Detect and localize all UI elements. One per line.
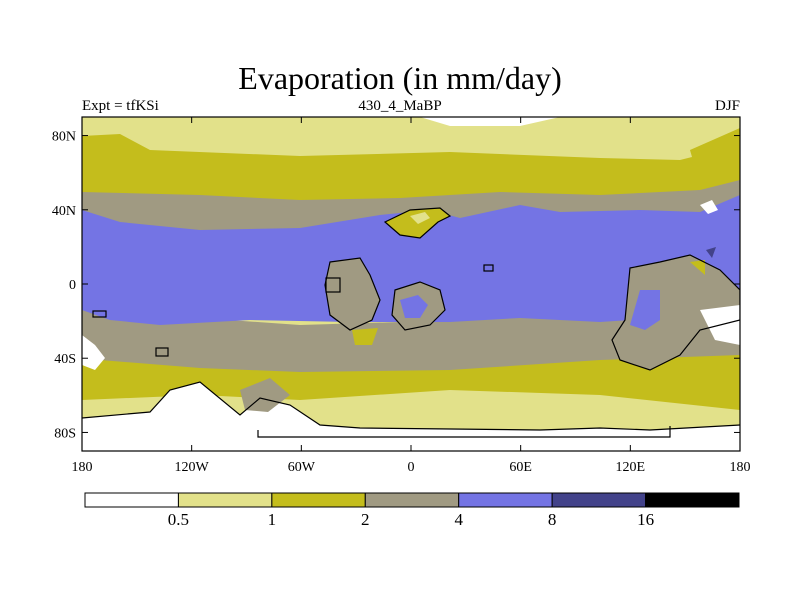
x-axis: 180 120W 60W 0 60E 120E 180 [72,117,751,475]
landmass-north-light [410,212,430,224]
y-tick-label: 80S [54,426,76,441]
outline-australia [611,254,740,371]
outline-antarctic-shelf [257,426,671,438]
colorbar-label: 0.5 [168,510,189,529]
colorbar-swatch [271,492,366,508]
x-tick-label: 0 [408,460,415,475]
x-tick-label: 60E [509,460,532,475]
australia-interior-fill [630,290,660,330]
antarctic-gray-patch [240,378,290,412]
y-tick-label: 40S [54,352,76,367]
contour-field [82,117,740,451]
period-label: 430_4_MaBP [358,98,442,114]
colorbar-label: 4 [454,510,463,529]
band-1-2-north [82,134,740,205]
band-below-0.5-west [82,335,105,370]
landmass-south-fill [352,328,378,345]
outline-islet-south [155,347,169,357]
band-1-2-northeast [690,128,740,185]
landmass-africa-fill [325,258,380,330]
band-below-0.5-northeast [700,200,718,214]
landmass-australia-fill [612,255,740,370]
colorbar-swatch [364,492,460,508]
plot-title: Evaporation (in mm/day) [238,60,562,96]
outline-east [391,281,446,331]
y-axis: 80N 40N 0 40S 80S [52,130,740,441]
land-outlines [82,207,740,438]
colorbar-swatch [177,492,273,508]
outline-north [383,207,452,239]
y-tick-label: 40N [52,204,76,219]
band-below-0.5-antarctic [82,382,740,451]
colorbar-label: 1 [268,510,277,529]
x-tick-label: 120E [616,460,646,475]
y-tick-label: 0 [69,278,76,293]
colorbar-swatch [458,492,553,508]
band-2-4-south [82,305,740,372]
colorbar: 0.5 1 2 4 8 16 [84,492,740,529]
outline-islet-west [92,310,107,318]
australia-coast-fill [690,260,705,275]
band-8-16-patch [706,247,716,258]
colorbar-swatch [645,492,740,508]
x-tick-label: 120W [175,460,210,475]
colorbar-label: 16 [637,510,654,529]
y-tick-label: 80N [52,130,76,145]
outline-africa [324,257,381,331]
colorbar-label: 8 [548,510,557,529]
colorbar-swatch [551,492,647,508]
outline-island [325,277,341,293]
band-4-8-tropics [82,195,740,325]
colorbar-swatch [84,492,179,508]
outline-antarctic [82,381,740,431]
outline-islet-east [483,264,494,272]
season-label: DJF [714,98,740,114]
colorbar-label: 2 [361,510,370,529]
x-tick-label: 180 [72,460,93,475]
x-tick-label: 180 [730,460,751,475]
experiment-label: Expt = tfKSi [82,98,159,114]
band-below-0.5-north [420,117,560,126]
inner-bay-fill [400,295,428,318]
x-tick-label: 60W [288,460,316,475]
